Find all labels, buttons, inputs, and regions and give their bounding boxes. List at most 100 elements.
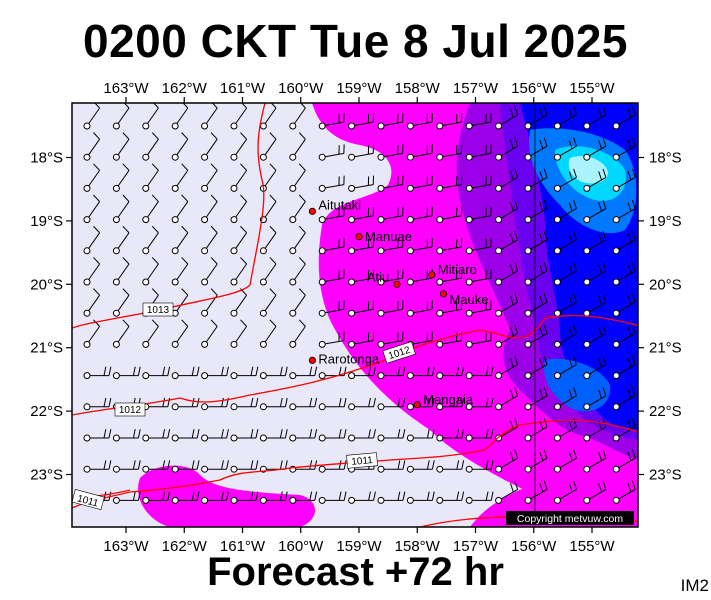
wind-barb xyxy=(201,257,218,286)
lat-label-right: 20°S xyxy=(649,276,682,293)
wind-barb xyxy=(259,225,277,255)
wind-barb xyxy=(201,429,229,442)
wind-barb xyxy=(83,257,101,286)
lat-label-right: 22°S xyxy=(649,403,682,420)
wind-barb xyxy=(583,106,607,130)
place-marker xyxy=(355,233,363,241)
wind-barb xyxy=(83,460,112,473)
wind-barb xyxy=(112,288,130,317)
wind-barb xyxy=(142,429,171,442)
wind-barb xyxy=(553,262,577,286)
wind-barb xyxy=(142,491,171,504)
lat-label-right: 18°S xyxy=(649,150,682,167)
wind-barb xyxy=(465,206,492,224)
wind-barb xyxy=(83,194,101,224)
wind-barb xyxy=(348,206,375,224)
wind-barb xyxy=(495,106,519,130)
lon-label-top: 156°W xyxy=(511,80,557,97)
forecast-label: Forecast +72 hr xyxy=(207,550,504,594)
wind-barb xyxy=(583,480,607,504)
lat-label-left: 19°S xyxy=(30,213,63,230)
wind-barb xyxy=(612,418,636,442)
lat-label-right: 21°S xyxy=(649,340,682,357)
wind-barb xyxy=(112,132,130,161)
wind-barb xyxy=(583,387,607,411)
isobar-label-1013: 1013 xyxy=(147,305,170,316)
wind-barb xyxy=(201,319,218,348)
wind-barb xyxy=(436,331,463,348)
wind-barb xyxy=(465,144,492,161)
wind-barb xyxy=(348,366,376,380)
wind-barb xyxy=(142,103,159,130)
wind-barb xyxy=(436,397,465,411)
wind-barb xyxy=(142,366,171,380)
wind-barb xyxy=(318,491,347,504)
wind-barb xyxy=(259,366,288,380)
wind-barb xyxy=(377,269,404,286)
wind-barb xyxy=(171,491,200,504)
wind-barb xyxy=(436,429,465,442)
wind-barb xyxy=(406,269,433,286)
wind-barb xyxy=(524,324,548,348)
lon-label-top: 159°W xyxy=(336,80,382,97)
wind-barb xyxy=(83,163,101,192)
place-label: Atiu xyxy=(367,269,389,284)
wind-barb xyxy=(83,397,112,411)
wind-barb xyxy=(465,113,492,130)
wind-barb xyxy=(142,319,159,348)
wind-barb xyxy=(318,113,345,130)
wind-barb xyxy=(171,288,189,317)
wind-barb xyxy=(142,132,159,161)
wind-barb xyxy=(230,103,248,130)
lat-label-left: 22°S xyxy=(30,403,63,420)
wind-barb xyxy=(465,300,492,317)
wind-barb xyxy=(377,300,404,317)
wind-barb xyxy=(348,237,375,255)
wind-barb xyxy=(612,480,636,504)
wind-barb xyxy=(436,206,463,224)
wind-barb xyxy=(436,460,465,473)
wind-barb xyxy=(612,293,636,317)
wind-barb xyxy=(318,300,345,317)
place-label: Mitiaro xyxy=(438,262,477,277)
wind-barb xyxy=(201,397,229,411)
wind-barb xyxy=(318,175,345,192)
isobar-label-1012-b: 1012 xyxy=(119,405,142,416)
wind-barb xyxy=(201,491,229,504)
lon-label-top: 163°W xyxy=(103,80,149,97)
wind-barb xyxy=(289,319,306,348)
wind-barb xyxy=(495,387,519,411)
lat-label-right: 19°S xyxy=(649,213,682,230)
wind-barb xyxy=(583,449,607,473)
wind-barb xyxy=(553,324,577,348)
map-frame xyxy=(71,102,639,528)
wind-barb xyxy=(406,237,433,255)
wind-barb xyxy=(524,137,548,161)
wind-barb xyxy=(171,103,189,130)
wind-barb xyxy=(348,491,376,504)
wind-barb xyxy=(583,168,607,192)
wind-barb xyxy=(230,257,248,286)
place-label: Mangaia xyxy=(423,392,474,407)
wind-barb xyxy=(377,144,404,161)
wind-barb xyxy=(524,262,548,286)
wind-barb xyxy=(112,460,141,473)
lon-label-bottom: 158°W xyxy=(395,538,441,555)
lon-label-bottom: 159°W xyxy=(336,538,382,555)
wind-barb xyxy=(230,397,259,411)
wind-barb xyxy=(348,113,375,130)
wind-barbs xyxy=(83,103,636,504)
wind-barb xyxy=(406,175,433,192)
wind-barb xyxy=(436,366,465,380)
wind-barb xyxy=(436,144,463,161)
wind-barb xyxy=(406,460,435,473)
wind-barb xyxy=(201,225,218,255)
wind-barb xyxy=(230,491,259,504)
wind-barb xyxy=(612,106,636,130)
wind-barb xyxy=(377,366,406,380)
lon-label-bottom: 157°W xyxy=(453,538,499,555)
wind-barb xyxy=(318,331,345,348)
wind-barb xyxy=(612,168,636,192)
wind-barb xyxy=(406,366,435,380)
wind-barb xyxy=(83,429,112,442)
